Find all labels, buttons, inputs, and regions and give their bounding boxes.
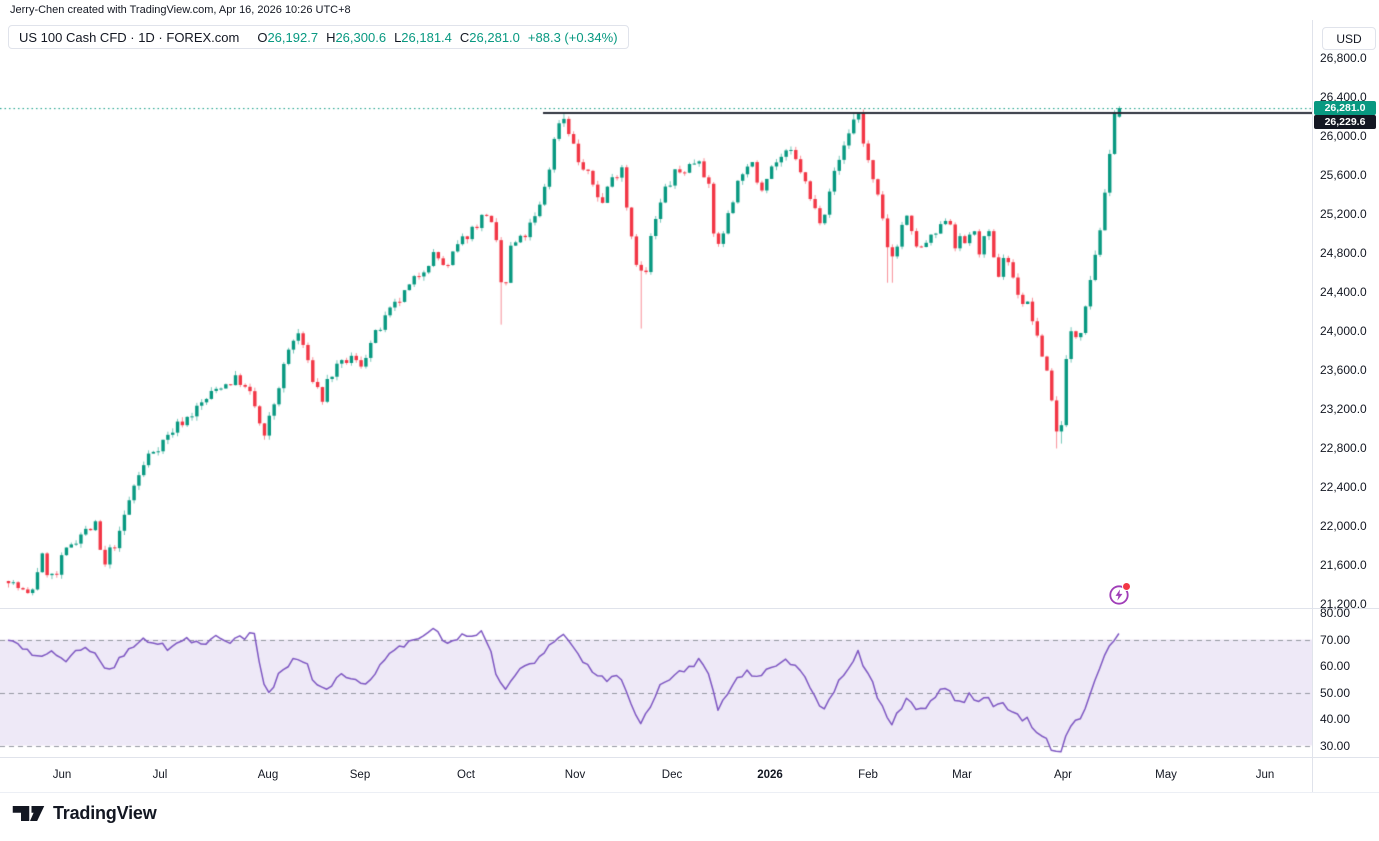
price-axis-tick: 24,000.0 bbox=[1320, 323, 1367, 338]
price-axis-tick: 21,600.0 bbox=[1320, 557, 1367, 572]
time-axis-label: May bbox=[1155, 769, 1177, 781]
time-axis-label: Sep bbox=[349, 769, 371, 781]
last-price-badge: 26,281.0 bbox=[1314, 101, 1376, 115]
price-axis-tick: 26,800.0 bbox=[1320, 50, 1367, 65]
close-value: 26,281.0 bbox=[469, 29, 520, 45]
price-axis-tick: 23,200.0 bbox=[1320, 401, 1367, 416]
time-axis-label: Mar bbox=[952, 769, 972, 781]
symbol-title[interactable]: US 100 Cash CFD · 1D · FOREX.com bbox=[19, 29, 240, 45]
time-axis-label: Feb bbox=[858, 769, 878, 781]
time-axis-label: Jun bbox=[52, 769, 72, 781]
rsi-axis-tick: 30.00 bbox=[1320, 738, 1351, 753]
price-axis-tick: 25,200.0 bbox=[1320, 206, 1367, 221]
time-axis[interactable]: Jun Jul Aug Sep Oct Nov Dec 2026 Feb Mar Apr May Jun bbox=[0, 757, 1312, 792]
lightning-bolt-icon bbox=[1109, 585, 1129, 605]
price-axis-tick: 21,200.0 bbox=[1320, 596, 1367, 611]
rsi-axis-tick: 60.00 bbox=[1320, 659, 1351, 673]
high-label: H bbox=[326, 29, 336, 45]
time-axis-label: Oct bbox=[457, 769, 475, 781]
attribution-text: Jerry-Chen created with TradingView.com,… bbox=[10, 4, 351, 16]
lightning-alert-icon[interactable] bbox=[1108, 582, 1131, 606]
time-axis-label: Apr bbox=[1054, 769, 1072, 781]
time-axis-label: Jul bbox=[152, 769, 168, 781]
price-pane-canvas[interactable] bbox=[0, 20, 1312, 608]
price-axis-tick: 26,000.0 bbox=[1320, 128, 1367, 143]
tradingview-wordmark: TradingView bbox=[53, 803, 157, 823]
open-label: O bbox=[257, 29, 268, 45]
rsi-axis-tick: 70.00 bbox=[1320, 632, 1351, 647]
time-axis-label: Nov bbox=[564, 769, 586, 781]
time-axis-label: Jun bbox=[1255, 769, 1275, 781]
symbol-legend[interactable]: US 100 Cash CFD · 1D · FOREX.com O 26,192… bbox=[8, 25, 629, 49]
price-axis-tick: 22,000.0 bbox=[1320, 518, 1367, 533]
rsi-axis-tick: 50.00 bbox=[1320, 685, 1351, 700]
price-axis-tick: 25,600.0 bbox=[1320, 167, 1367, 182]
price-axis-tick: 24,400.0 bbox=[1320, 284, 1367, 299]
price-axis-tick: 22,800.0 bbox=[1320, 440, 1367, 455]
pane-separator bbox=[0, 757, 1379, 758]
time-axis-label: Aug bbox=[257, 769, 279, 781]
open-value: 26,192.7 bbox=[267, 29, 319, 45]
rsi-axis-tick: 80.00 bbox=[1320, 606, 1351, 620]
pane-separator bbox=[0, 608, 1379, 609]
time-axis-label: 2026 bbox=[757, 769, 783, 781]
hline-price-badge: 26,229.6 bbox=[1314, 115, 1376, 129]
change-value: +88.3 (+0.34%) bbox=[527, 29, 618, 45]
price-axis-separator bbox=[1312, 20, 1313, 792]
rsi-pane-canvas[interactable] bbox=[0, 608, 1312, 757]
notification-dot bbox=[1122, 582, 1131, 591]
close-label: C bbox=[459, 29, 470, 45]
tradingview-logomark-icon bbox=[12, 806, 45, 821]
price-axis-tick: 24,800.0 bbox=[1320, 245, 1367, 260]
tradingview-logo[interactable]: TradingView bbox=[12, 802, 157, 825]
rsi-axis-tick: 40.00 bbox=[1320, 712, 1351, 726]
price-axis-tick: 23,600.0 bbox=[1320, 362, 1367, 377]
low-value: 26,181.4 bbox=[401, 29, 452, 45]
high-value: 26,300.6 bbox=[335, 29, 387, 45]
currency-button[interactable]: USD bbox=[1322, 27, 1376, 50]
time-axis-label: Dec bbox=[661, 769, 683, 781]
low-label: L bbox=[394, 29, 402, 45]
price-axis-tick: 26,400.0 bbox=[1320, 89, 1367, 104]
chart-bottom-border bbox=[0, 792, 1379, 793]
price-axis-tick: 22,400.0 bbox=[1320, 479, 1367, 494]
